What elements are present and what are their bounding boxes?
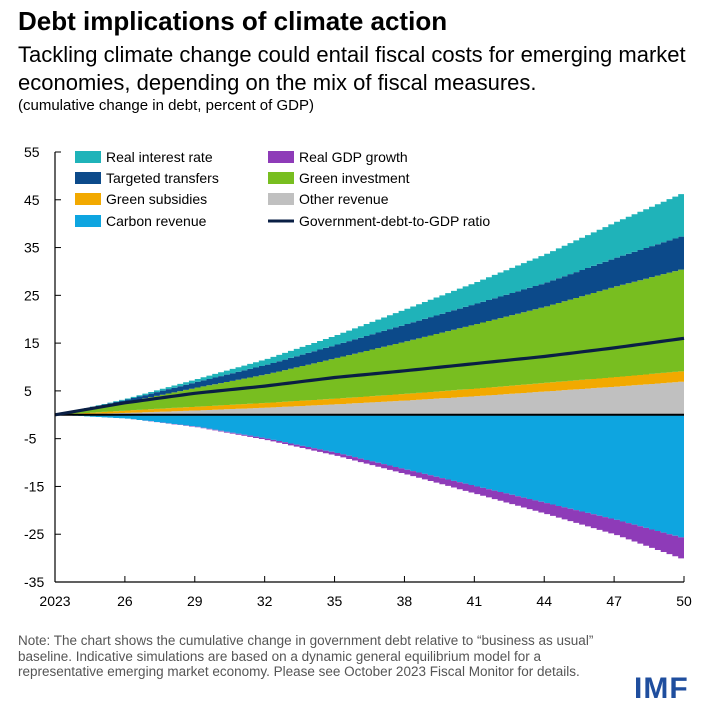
y-tick-label: 55 [24,144,40,160]
chart-plot: 55 45 35 25 15 5 -5 -15 -25 -35 2023 26 29 32 35 38 41 44… [24,144,692,609]
x-tick-label: 2023 [39,593,70,609]
legend-swatch-real-interest-rate [75,151,101,163]
y-tick-label: 15 [24,335,40,351]
imf-logo: IMF [634,672,689,705]
y-tick-label: 45 [24,192,40,208]
y-tick-label: -15 [24,478,44,494]
legend-label-green-subsidies: Green subsidies [106,191,207,207]
legend-label-targeted-transfers: Targeted transfers [106,170,219,186]
x-tick-label: 29 [187,593,203,609]
y-tick-label: -35 [24,574,44,590]
chart-units: (cumulative change in debt, percent of G… [18,97,314,114]
y-tick-label: 5 [24,383,32,399]
legend-label-other-revenue: Other revenue [299,191,389,207]
legend-swatch-government-debt-to-gdp-ratio [268,219,294,223]
legend-swatch-carbon-revenue [75,215,101,227]
x-tick-label: 50 [676,593,692,609]
legend-label-government-debt-to-gdp-ratio: Government-debt-to-GDP ratio [299,213,490,229]
legend-label-real-gdp-growth: Real GDP growth [299,149,408,165]
line-government-debt-to-gdp-ratio [54,336,685,417]
x-tick-label: 44 [536,593,552,609]
chart-subtitle: Tackling climate change could entail fis… [18,42,686,95]
legend-label-carbon-revenue: Carbon revenue [106,213,207,229]
y-tick-label: 35 [24,240,40,256]
area-carbon-revenue [55,414,684,539]
x-tick-label: 26 [117,593,133,609]
legend-swatch-real-gdp-growth [268,151,294,163]
legend-label-real-interest-rate: Real interest rate [106,149,213,165]
y-tick-label: 25 [24,287,40,303]
x-tick-label: 47 [606,593,622,609]
area-other-revenue [55,381,684,415]
legend-swatch-other-revenue [268,193,294,205]
x-tick-label: 41 [467,593,483,609]
x-tick-label: 35 [327,593,343,609]
x-tick-label: 32 [257,593,273,609]
chart-title: Debt implications of climate action [18,6,448,36]
legend-label-green-investment: Green investment [299,170,410,186]
legend-swatch-green-investment [268,172,294,184]
y-tick-label: -5 [24,431,37,447]
legend-swatch-targeted-transfers [75,172,101,184]
legend-swatch-green-subsidies [75,193,101,205]
area-green-investment [55,268,684,415]
chart-note: Note: The chart shows the cumulative cha… [18,633,594,679]
y-tick-label: -25 [24,526,44,542]
x-tick-label: 38 [397,593,413,609]
